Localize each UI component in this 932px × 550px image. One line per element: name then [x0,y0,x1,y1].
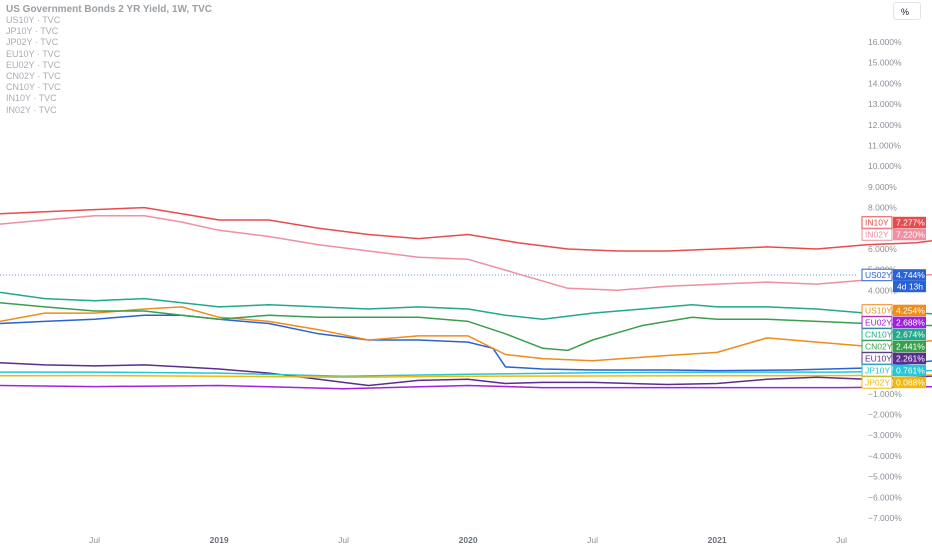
last-value-tags: IN10Y 7.277%IN02Y 7.220%US02Y 4.744%4d 13hU… [861,216,926,389]
percent-scale-button[interactable]: % [893,2,921,20]
series-line-jp02y[interactable] [0,371,932,379]
tag-value-label: 7.277% [896,218,925,228]
x-tick-year-label: 2019 [210,535,229,545]
tag-value-label: 0.761% [896,366,925,376]
legend-item-us10y[interactable]: US10Y · TVC [6,15,61,25]
bar-countdown-label: 4d 13h [897,282,923,292]
tag-value-box [893,352,926,365]
y-tick-label: −5.000% [868,472,902,482]
y-tick-label: −7.000% [868,513,902,523]
y-tick-label: −3.000% [868,430,902,440]
y-tick-label: 10.000% [868,161,902,171]
tag-value-box [893,228,926,241]
x-tick-year-label: 2020 [459,535,478,545]
y-tick-label: −4.000% [868,451,902,461]
tag-value-label: 2.441% [896,342,925,352]
tag-value-box [893,304,926,317]
legend-item-eu10y[interactable]: EU10Y · TVC [6,48,61,59]
tag-value-box [893,364,926,377]
tag-value-box [893,328,926,341]
tag-value-box [893,269,926,281]
x-tick-month-label: Jul [587,535,598,545]
main-series-title[interactable]: US Government Bonds 2 YR Yield, 1W, TVC [6,4,212,15]
price-tag-in02y[interactable]: IN02Y 7.220% [861,228,926,241]
tag-symbol-box [861,268,893,282]
price-tag-jp02y[interactable]: JP02Y 0.088% [861,376,926,389]
series-line-in10y[interactable] [0,206,932,252]
countdown-box [893,280,926,293]
series-line-eu02y[interactable] [0,307,932,390]
tag-symbol-label: IN02Y [865,230,889,240]
price-tag-eu02y[interactable]: EU02Y 2.688% [861,316,926,329]
y-tick-label: 8.000% [868,203,897,213]
legend-item-jp10y[interactable]: JP10Y · TVC [6,26,59,37]
tag-value-label: 4.254% [896,306,925,316]
y-tick-label: 16.000% [868,37,902,47]
tag-value-label: 0.088% [896,378,925,388]
legend-item-cn02y[interactable]: CN02Y · TVC [6,71,61,82]
y-tick-label: 14.000% [868,78,902,88]
tag-symbol-label: JP02Y [865,378,890,388]
tag-value-box [893,376,926,389]
time-axis[interactable]: Jul2019Jul2020Jul2021Jul2022Jul2023Jul20… [89,535,932,545]
x-tick-year-label: 2021 [708,535,727,545]
tag-value-label: 2.261% [896,354,925,364]
tag-value-box [893,216,926,229]
series-line-cn02y[interactable] [0,302,932,352]
tag-symbol-label: JP10Y [865,366,890,376]
price-tag-us10y[interactable]: US10Y 4.254% [861,304,926,317]
tag-symbol-label: CN02Y [865,342,893,352]
chart-legend: US Government Bonds 2 YR Yield, 1W, TVC … [6,4,212,116]
tag-value-box [893,340,926,353]
series-line-in02y[interactable] [0,215,932,292]
y-tick-label: 4.000% [868,285,897,295]
series-line-us02y[interactable] [0,266,932,372]
price-tag-eu10y[interactable]: EU10Y 2.261% [861,352,926,365]
series-line-cn10y[interactable] [0,291,932,321]
y-tick-label: −2.000% [868,410,902,420]
price-tag-us02y[interactable]: US02Y 4.744% 4d 13h [861,268,926,293]
series-line-jp10y[interactable] [0,356,932,377]
tag-value-box [893,316,926,329]
tag-symbol-label: US10Y [865,306,892,316]
tag-symbol-label: EU02Y [865,318,892,328]
legend-item-in02y[interactable]: IN02Y · TVC [6,104,57,115]
tag-symbol-label: CN10Y [865,330,893,340]
tag-symbol-box [861,228,893,241]
y-tick-label: −1.000% [868,389,902,399]
y-tick-label: 15.000% [868,58,902,68]
legend-item-jp02y[interactable]: JP02Y · TVC [6,37,59,48]
price-tag-jp10y[interactable]: JP10Y 0.761% [861,364,926,377]
legend-item-cn10y[interactable]: CN10Y · TVC [6,82,61,93]
tag-symbol-label: US02Y [865,270,892,280]
y-tick-label: 6.000% [868,244,897,254]
tag-symbol-label: EU10Y [865,354,892,364]
price-tag-in10y[interactable]: IN10Y 7.277% [861,216,926,229]
tag-symbol-label: IN10Y [865,218,889,228]
legend-item-eu02y[interactable]: EU02Y · TVC [6,59,61,70]
y-tick-label: 13.000% [868,99,902,109]
tag-value-label: 7.220% [896,230,925,240]
series-lines [0,206,932,390]
tag-value-label: 2.674% [896,330,925,340]
tag-value-label: 2.688% [896,318,925,328]
y-tick-label: −6.000% [868,492,902,502]
price-tag-cn10y[interactable]: CN10Y 2.674% [861,328,926,341]
legend-item-in10y[interactable]: IN10Y · TVC [6,93,57,104]
series-line-eu10y[interactable] [0,317,932,387]
x-tick-month-label: Jul [89,535,100,545]
price-tag-cn02y[interactable]: CN02Y 2.441% [861,340,926,353]
y-tick-label: 12.000% [868,120,902,130]
x-tick-month-label: Jul [836,535,847,545]
tag-value-label: 4.744% [896,270,925,280]
tag-symbol-box [861,376,893,389]
y-tick-label: 11.000% [868,140,901,150]
y-tick-label: 9.000% [868,182,897,192]
x-tick-month-label: Jul [338,535,349,545]
